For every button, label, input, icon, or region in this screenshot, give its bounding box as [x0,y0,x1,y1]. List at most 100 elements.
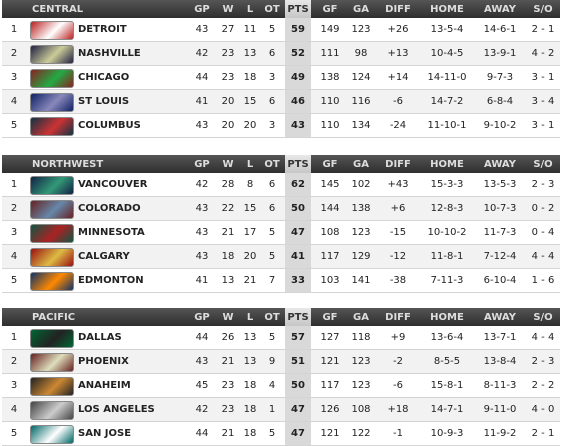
stat: 18 [221,251,235,262]
stat: 8-11-3 [483,380,517,391]
column-header: S/O [533,158,553,170]
stat: 117 [320,380,340,391]
stat: 43 [195,120,209,131]
stat: 138 [351,203,371,214]
stat: 18 [243,72,257,83]
stat: 15 [243,96,257,107]
column-header: DIFF [385,311,411,323]
rank: 5 [10,275,18,286]
stat: 50 [285,374,311,397]
stat: +13 [387,48,409,59]
column-header: OT [264,158,280,170]
team-name: NASHVILLE [78,48,141,59]
stat: -38 [389,275,407,286]
column-header: OT [264,311,280,323]
rank: 4 [10,96,18,107]
stat: 123 [351,227,371,238]
stat: 13-9-1 [483,48,517,59]
stat: 18 [243,428,257,439]
team-name: CALGARY [78,251,130,262]
stat: 13-5-4 [430,24,464,35]
stat: 10-7-3 [483,203,517,214]
stat: 62 [285,173,311,196]
stat: 144 [320,203,340,214]
stat: 108 [320,227,340,238]
rank: 3 [10,227,18,238]
column-header: DIFF [385,3,411,15]
division-table: CENTRAL GP W L OT PTS GF GA DIFF HOME AWAY S/O 1 DETR… [2,0,560,138]
header-row: NORTHWEST GP W L OT PTS GF GA DIFF HOME AWAY S/O [2,155,560,173]
stat: -15 [389,227,407,238]
column-header: HOME [430,311,464,323]
team-name: VANCOUVER [78,179,148,190]
stat: 13 [243,356,257,367]
column-header: AWAY [484,311,516,323]
stat: 8-5-5 [433,356,461,367]
stat: 0 - 4 [531,227,555,238]
stat: 44 [195,332,209,343]
stat: 23 [221,72,235,83]
stat: 1 [268,404,276,415]
stat: 27 [221,24,235,35]
stat: 118 [351,332,371,343]
division-name: NORTHWEST [32,158,104,170]
column-header: PTS [285,0,311,18]
stat: 42 [195,48,209,59]
rank: 3 [10,380,18,391]
team-logo [30,329,74,348]
stat: 149 [320,24,340,35]
team-name: DALLAS [78,332,122,343]
stat: 110 [320,96,340,107]
rank: 2 [10,356,18,367]
rank: 4 [10,251,18,262]
column-header: L [246,158,254,170]
team-logo [30,45,74,64]
stat: 43 [195,251,209,262]
column-header: PTS [285,308,311,326]
stat: -12 [389,251,407,262]
stat: 13-6-4 [430,332,464,343]
team-row: 3 CHICAGO 44 23 18 3 49 138 124 +14 14-11-0 9-7-3 3 … [2,66,560,90]
stat: +18 [387,404,409,415]
stat: 110 [320,120,340,131]
stat: 20 [243,251,257,262]
stat: 59 [285,18,311,41]
team-row: 5 SAN JOSE 44 21 18 5 47 121 122 -1 10-9-3 11-9-2 2 … [2,422,560,446]
column-header: S/O [533,3,553,15]
stat: 9-10-2 [483,120,517,131]
team-name: ANAHEIM [78,380,131,391]
stat: 13 [221,275,235,286]
stat: 14-6-1 [483,24,517,35]
stat: 43 [195,227,209,238]
rank: 5 [10,120,18,131]
team-row: 1 DALLAS 44 26 13 5 57 127 118 +9 13-6-4 13-7-1 4 - … [2,326,560,350]
team-name: DETROIT [78,24,127,35]
stat: 2 - 1 [531,24,555,35]
team-logo [30,21,74,40]
team-name: LOS ANGELES [78,404,155,415]
stat: 12-8-3 [430,203,464,214]
stat: 6 [268,96,276,107]
stat: 10-9-3 [430,428,464,439]
stat: 46 [285,90,311,113]
stat: -6 [393,380,403,391]
team-row: 2 PHOENIX 43 21 13 9 51 121 123 -2 8-5-5 13-8-4 2 - … [2,350,560,374]
stat: 42 [195,179,209,190]
stat: 117 [320,251,340,262]
division-name: CENTRAL [32,3,84,15]
team-logo [30,176,74,195]
column-header: HOME [430,158,464,170]
stat: 10-4-5 [430,48,464,59]
division-table: PACIFIC GP W L OT PTS GF GA DIFF HOME AWAY S/O 1 DALL… [2,308,560,446]
stat: 98 [354,48,368,59]
stat: 7-11-3 [430,275,464,286]
stat: 121 [320,428,340,439]
team-row: 3 MINNESOTA 43 21 17 5 47 108 123 -15 10-10-2 11-7-… [2,221,560,245]
stat: 15 [243,203,257,214]
column-header: DIFF [385,158,411,170]
stat: 8 [246,179,254,190]
column-header: HOME [430,3,464,15]
stat: 6 [268,48,276,59]
stat: 4 - 0 [531,404,555,415]
stat: 57 [285,326,311,349]
